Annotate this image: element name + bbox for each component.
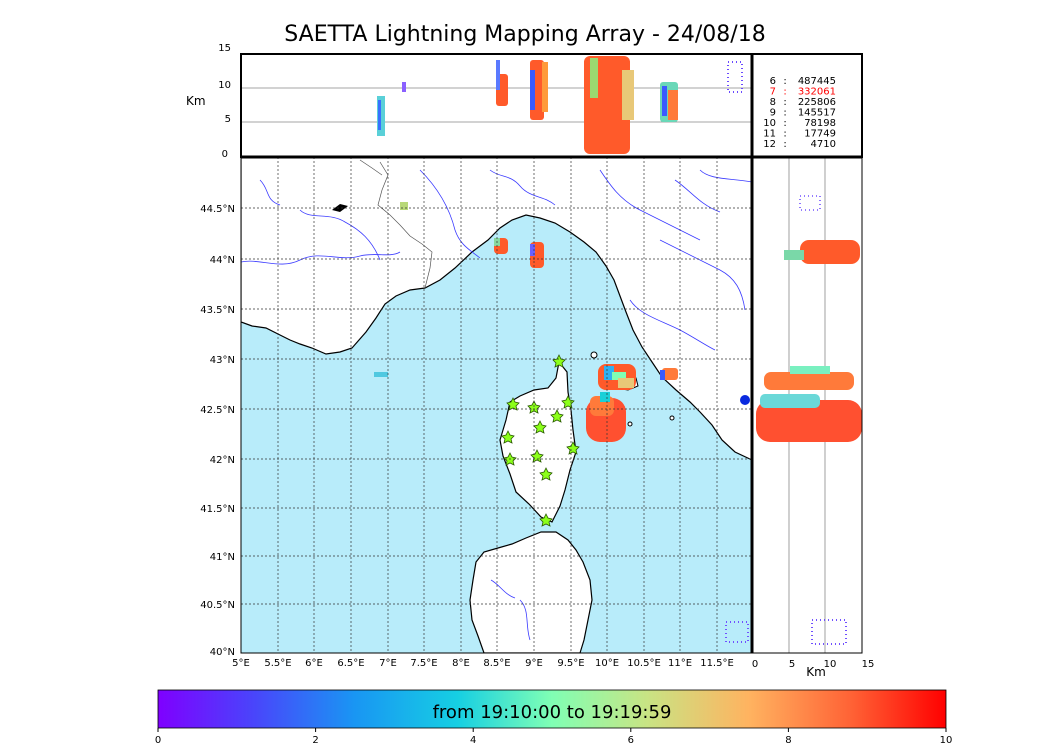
- latitude-tick-label: 43°N: [210, 355, 235, 366]
- right-xtick: 5: [789, 659, 795, 670]
- colorbar-tick-label: 0: [155, 735, 161, 746]
- station-star-icon: [552, 354, 566, 368]
- station-star-icon: [533, 420, 547, 434]
- station-star-icon: [501, 430, 515, 444]
- lake: [332, 204, 348, 212]
- right-xtick: 0: [752, 659, 758, 670]
- legend-altitude-key: 11: [763, 129, 776, 140]
- legend-separator: :: [783, 108, 786, 119]
- latitude-tick-label: 44°N: [210, 255, 235, 266]
- legend-altitude-key: 12: [763, 139, 776, 150]
- borders: [359, 159, 433, 289]
- legend-count-value: 4710: [811, 139, 836, 150]
- map-graticule: [241, 157, 752, 653]
- legend-separator: :: [783, 97, 786, 108]
- top-axis-unit: Km: [186, 94, 206, 108]
- right-xtick: 15: [862, 659, 875, 670]
- latitude-tick-label: 40.5°N: [200, 600, 235, 611]
- mainland-coast: [241, 157, 752, 461]
- legend-count-value: 78198: [804, 118, 836, 129]
- top-ytick: 15: [218, 43, 231, 54]
- longitude-tick-label: 6.5°E: [337, 658, 364, 669]
- longitude-tick-label: 7°E: [379, 658, 397, 669]
- colorbar-tick-label: 8: [785, 735, 791, 746]
- latitude-tick-label: 41.5°N: [200, 504, 235, 515]
- latitude-tick-label: 42°N: [210, 455, 235, 466]
- right-axis-unit: Km: [806, 665, 826, 679]
- altitude-count-legend: 6: 487445 7: 332061 8: 225806 9: 145517 10: 78198…: [751, 53, 863, 158]
- legend-altitude-key: 7: [770, 87, 776, 98]
- longitude-tick-label: 8°E: [452, 658, 470, 669]
- legend-count-value: 487445: [798, 76, 836, 87]
- small-island: [590, 351, 598, 359]
- legend-frame: [751, 53, 863, 158]
- longitude-tick-label: 11°E: [668, 658, 692, 669]
- longitude-tick-label: 6°E: [305, 658, 323, 669]
- lightning-clusters-map: [374, 202, 750, 643]
- latitude-tick-label: 41°N: [210, 552, 235, 563]
- longitude-tick-label: 9°E: [525, 658, 543, 669]
- station-star-icon: [539, 513, 553, 527]
- rivers: [241, 169, 752, 641]
- latitude-tick-label: 42.5°N: [200, 405, 235, 416]
- top-ytick: 5: [225, 114, 231, 125]
- colorbar-tick-label: 6: [628, 735, 634, 746]
- altitude-longitude-panel: 15 10 5 0 Km: [186, 43, 753, 160]
- right-xtick: 10: [824, 659, 837, 670]
- longitude-tick-label: 10.5°E: [627, 658, 661, 669]
- legend-separator: :: [783, 129, 786, 140]
- time-colorbar: 0 2 4 6 8 10: [155, 689, 953, 746]
- longitude-tick-label: 8.5°E: [483, 658, 510, 669]
- latitude-tick-label: 43.5°N: [200, 305, 235, 316]
- colorbar-tick-label: 2: [312, 735, 318, 746]
- legend-count-value: 225806: [798, 97, 836, 108]
- colorbar-gradient: [157, 689, 947, 729]
- legend-separator: :: [783, 76, 786, 87]
- top-ytick: 10: [218, 80, 231, 91]
- map-panel: 5°E 5.5°E 6°E 6.5°E 7°E 7.5°E 8°E 8.5°E 9°E 9.5°E…: [200, 156, 753, 669]
- legend-altitude-key: 6: [770, 76, 776, 87]
- small-island: [627, 421, 633, 427]
- station-star-icon: [539, 467, 553, 481]
- latitude-tick-labels: 44.5°N 44°N 43.5°N 43°N 42.5°N 42°N 41.5°N 41°N…: [200, 204, 235, 658]
- lightning-latitude-bands: [756, 195, 862, 645]
- legend-count-value: 145517: [798, 108, 836, 119]
- legend-altitude-key: 9: [770, 108, 776, 119]
- longitude-tick-label: 10°E: [595, 658, 619, 669]
- small-island: [669, 415, 675, 421]
- chart-title: SAETTA Lightning Mapping Array - 24/08/1…: [284, 22, 766, 47]
- colorbar-tick-label: 10: [940, 735, 953, 746]
- latitude-tick-label: 40°N: [210, 647, 235, 658]
- longitude-tick-label: 11.5°E: [700, 658, 734, 669]
- colorbar-tick-label: 4: [470, 735, 476, 746]
- corsica-island: [499, 360, 577, 523]
- longitude-tick-labels: 5°E 5.5°E 6°E 6.5°E 7°E 7.5°E 8°E 8.5°E 9°E 9.5°E…: [232, 658, 734, 669]
- sardinia-island: [469, 531, 593, 653]
- legend-separator: :: [783, 139, 786, 150]
- station-star-icon: [550, 409, 564, 423]
- legend-count-value: 332061: [798, 87, 836, 98]
- legend-separator: :: [783, 118, 786, 129]
- longitude-tick-label: 5.5°E: [264, 658, 291, 669]
- latitude-altitude-panel: 0 5 10 15 Km: [241, 54, 874, 679]
- lightning-altitude-columns: [377, 56, 743, 154]
- longitude-tick-label: 5°E: [232, 658, 250, 669]
- legend-altitude-key: 8: [770, 97, 776, 108]
- longitude-tick-label: 9.5°E: [557, 658, 584, 669]
- top-ytick: 0: [222, 149, 228, 160]
- legend-count-value: 17749: [804, 129, 836, 140]
- legend-separator: :: [783, 87, 786, 98]
- longitude-tick-label: 7.5°E: [410, 658, 437, 669]
- station-star-icon: [566, 441, 580, 455]
- latitude-tick-label: 44.5°N: [200, 204, 235, 215]
- legend-altitude-key: 10: [763, 118, 776, 129]
- station-star-icon: [506, 397, 520, 411]
